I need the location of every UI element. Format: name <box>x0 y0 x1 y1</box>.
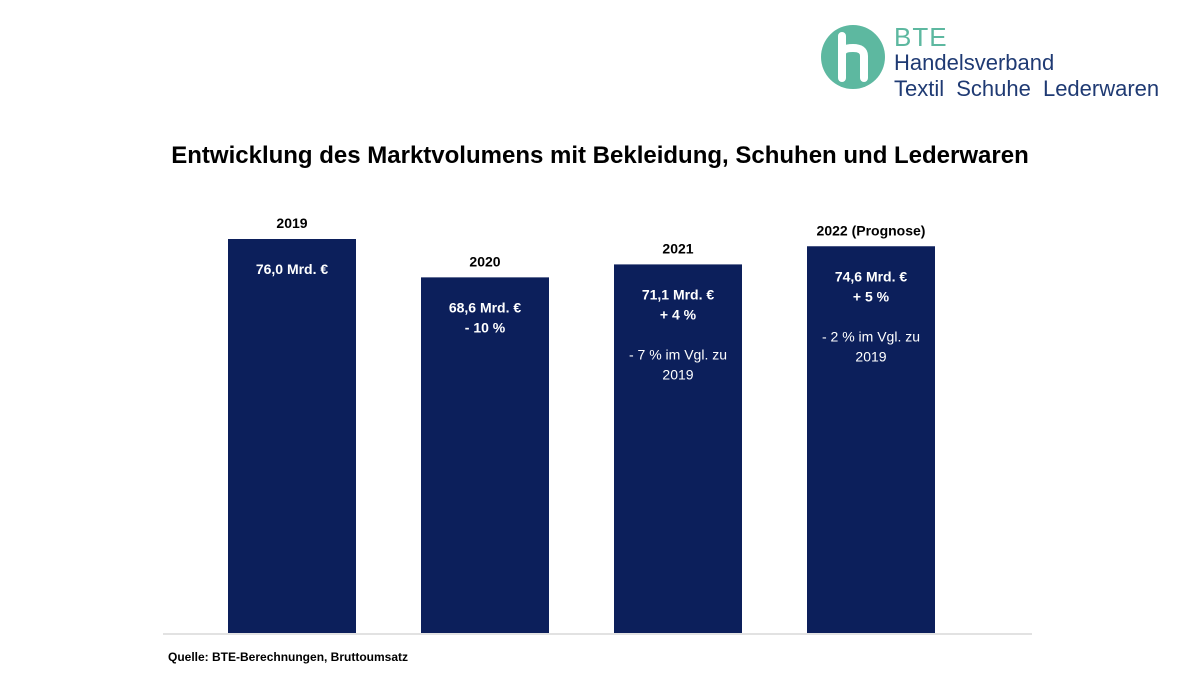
category-label-1: 2019 <box>276 215 307 231</box>
bte-logo: BTE Handelsverband Textil Schuhe Lederwa… <box>820 20 1190 105</box>
chart-title: Entwicklung des Marktvolumens mit Beklei… <box>171 142 1029 169</box>
logo-name-line: Handelsverband <box>894 50 1055 75</box>
category-label-3: 2021 <box>662 240 693 256</box>
data-label-3-line-5: 2019 <box>662 366 693 382</box>
data-label-1-line-1: 76,0 Mrd. € <box>256 261 329 277</box>
data-label-4-line-5: 2019 <box>855 348 886 364</box>
data-label-3-line-2: + 4 % <box>660 306 697 322</box>
data-label-4-line-4: - 2 % im Vgl. zu <box>822 328 920 344</box>
bar-2 <box>421 277 549 633</box>
data-label-3-line-4: - 7 % im Vgl. zu <box>629 346 727 362</box>
data-label-2-line-1: 68,6 Mrd. € <box>449 299 522 315</box>
logo-abbreviation: BTE <box>894 22 948 52</box>
data-label-3-line-1: 71,1 Mrd. € <box>642 286 715 302</box>
bar-1 <box>228 239 356 633</box>
data-label-4-line-1: 74,6 Mrd. € <box>835 268 908 284</box>
bar-3 <box>614 264 742 633</box>
source-note: Quelle: BTE-Berechnungen, Bruttoumsatz <box>168 650 409 664</box>
category-label-2: 2020 <box>469 253 500 269</box>
bte-h-logo-icon <box>821 25 885 89</box>
logo-subtitle-line: Textil Schuhe Lederwaren <box>894 76 1160 101</box>
category-label-4: 2022 (Prognose) <box>817 222 926 238</box>
data-label-2-line-2: - 10 % <box>465 319 506 335</box>
bar-4 <box>807 246 935 634</box>
data-label-4-line-2: + 5 % <box>853 288 890 304</box>
